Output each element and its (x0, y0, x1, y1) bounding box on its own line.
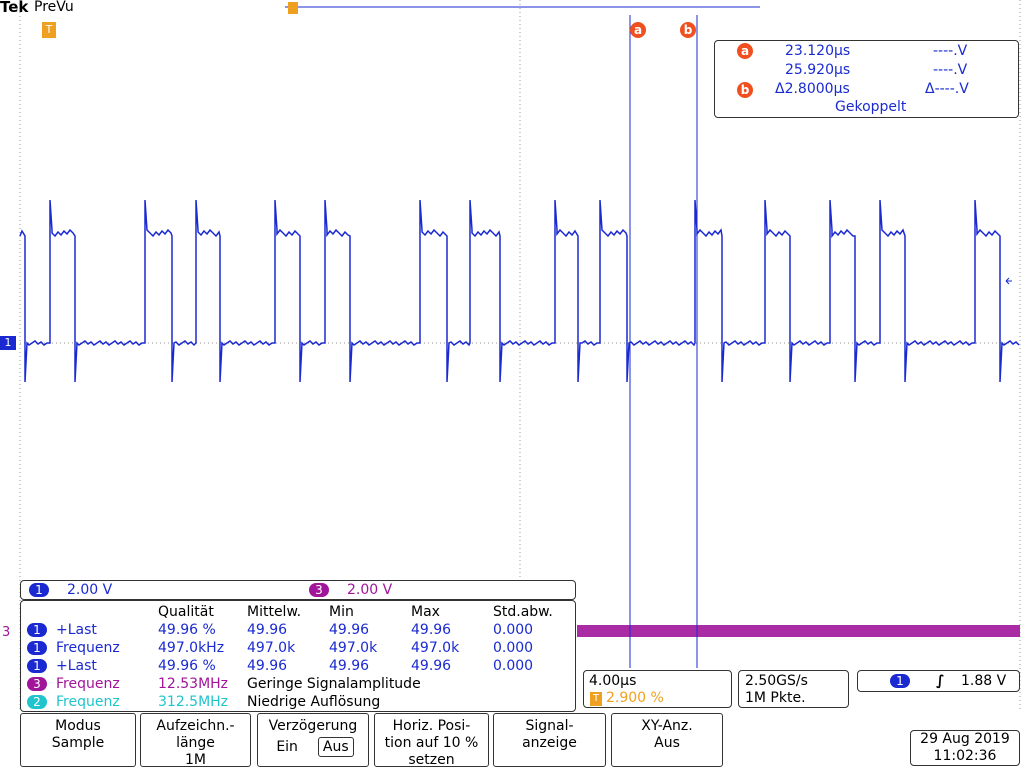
row-value: 0.000 (493, 622, 534, 638)
button-line: XY-Anz. (641, 718, 693, 734)
trace (19, 199, 1020, 383)
time-scale: 4.00µs (589, 673, 637, 689)
row-value: 49.96 (411, 658, 452, 674)
scale-value: 2.00 V (67, 582, 113, 598)
column-header: Mittelw. (247, 604, 302, 620)
button-line: Modus (55, 718, 101, 734)
trigger-slope: ∫ (936, 673, 945, 689)
menu-button[interactable]: Horiz. Posi-tion auf 10 % setzen (374, 713, 489, 768)
trigger-position: 2.900 % (606, 690, 664, 706)
row-channel: 1 (27, 641, 47, 655)
scale-value: 2.00 V (347, 582, 393, 598)
a-volt: ----.V (933, 43, 968, 59)
row-value: 49.96 (329, 658, 370, 674)
button-line: 1M (185, 752, 206, 768)
cursor-readout: a 23.120µs ----.V 25.920µs ----.V b Δ2.8000µs Δ… (714, 40, 1019, 118)
menu-button[interactable]: Signal-anzeige (493, 713, 606, 767)
row-channel: 2 (27, 695, 47, 709)
cursor-a-label: a (630, 22, 646, 38)
column-header: Min (329, 604, 354, 620)
row-value: 497.0k (329, 640, 378, 656)
scale-bar: 1 2.00 V 3 2.00 V (20, 580, 576, 600)
menu-button[interactable]: XY-Anz. Aus (611, 713, 723, 767)
acquisition: 2.50GS/s 1M Pkte. (738, 670, 849, 708)
row-note: Niedrige Auflösung (247, 694, 381, 710)
button-line: Sample (51, 735, 105, 751)
button-line: Verzögerung (268, 718, 358, 734)
menu-button[interactable]: Verzögerung Ein Aus (257, 713, 369, 767)
row-value: 312.5MHz (158, 694, 229, 710)
row-value: 497.0k (247, 640, 296, 656)
ch1-waveform (19, 199, 1020, 383)
readout-a-icon: a (737, 43, 753, 59)
record-length: 1M Pkte. (745, 690, 806, 706)
button-line: Aufzeichn.- (156, 718, 235, 734)
measurement-panel: Qualität Mittelw. Min Max Std.abw. 1 +Last 49.9… (20, 600, 576, 712)
b-time: 25.920µs (785, 62, 851, 78)
tb-trigger-flag: T (590, 692, 602, 706)
row-value: 49.96 (329, 622, 370, 638)
scale-channel: 1 (29, 583, 49, 597)
row-value: 49.96 (247, 622, 288, 638)
column-header: Qualität (158, 604, 214, 620)
row-note: Geringe Signalamplitude (247, 676, 421, 692)
button-line: Aus (654, 735, 680, 751)
row-channel: 3 (27, 677, 47, 691)
ch3-marker: 3 (2, 625, 11, 640)
mode: PreVu (34, 0, 74, 15)
trigger-flag: T (42, 22, 56, 38)
row-value: 497.0kHz (158, 640, 225, 656)
row-value: 497.0k (411, 640, 460, 656)
row-value: 49.96 (411, 622, 452, 638)
row-name: Frequenz (56, 694, 120, 710)
ch1-marker: 1 (0, 336, 16, 350)
date: 29 Aug 2019 (920, 731, 1010, 747)
option[interactable]: Ein (276, 739, 298, 755)
menu-button[interactable]: Modus Sample (20, 713, 136, 767)
delta-time: Δ2.8000µs (775, 81, 850, 97)
column-header: Max (411, 604, 440, 620)
button-line: Signal- (525, 718, 574, 734)
time: 11:02:36 (933, 748, 997, 764)
button-line: tion auf 10 % (384, 735, 479, 751)
row-name: Frequenz (56, 640, 120, 656)
cursor-b-label: b (680, 22, 696, 38)
button-line: länge (176, 735, 215, 751)
delta-volt: Δ----.V (925, 81, 969, 97)
button-line: Horiz. Posi- (392, 718, 471, 734)
ch3-waveform (577, 625, 1020, 637)
sample-rate: 2.50GS/s (745, 673, 808, 689)
datetime: 29 Aug 2019 11:02:36 (910, 730, 1020, 766)
row-name: +Last (56, 658, 97, 674)
button-line: anzeige (522, 735, 577, 751)
column-header: Std.abw. (493, 604, 553, 620)
row-value: 49.96 (247, 658, 288, 674)
row-value: 49.96 % (158, 622, 216, 638)
timebase: 4.00µs T 2.900 % (583, 670, 732, 708)
row-value: 49.96 % (158, 658, 216, 674)
trigger-level: 1.88 V (961, 673, 1007, 689)
row-name: Frequenz (56, 676, 120, 692)
b-volt: ----.V (933, 62, 968, 78)
scale-channel: 3 (309, 583, 329, 597)
row-channel: 1 (27, 659, 47, 673)
trigger-channel: 1 (890, 674, 910, 688)
brand: Tek (0, 0, 29, 16)
coupling: Gekoppelt (835, 99, 907, 115)
row-channel: 1 (27, 623, 47, 637)
row-value: 0.000 (493, 640, 534, 656)
trigger: 1 ∫ 1.88 V (857, 670, 1020, 692)
row-value: 0.000 (493, 658, 534, 674)
option[interactable]: Aus (317, 737, 354, 757)
menu-button[interactable]: Aufzeichn.- länge 1M (140, 713, 251, 768)
row-name: +Last (56, 622, 97, 638)
row-value: 12.53MHz (158, 676, 229, 692)
button-line: setzen (408, 752, 455, 768)
button-options: Ein Aus (258, 737, 368, 757)
a-time: 23.120µs (785, 43, 851, 59)
readout-b-icon: b (737, 82, 753, 98)
